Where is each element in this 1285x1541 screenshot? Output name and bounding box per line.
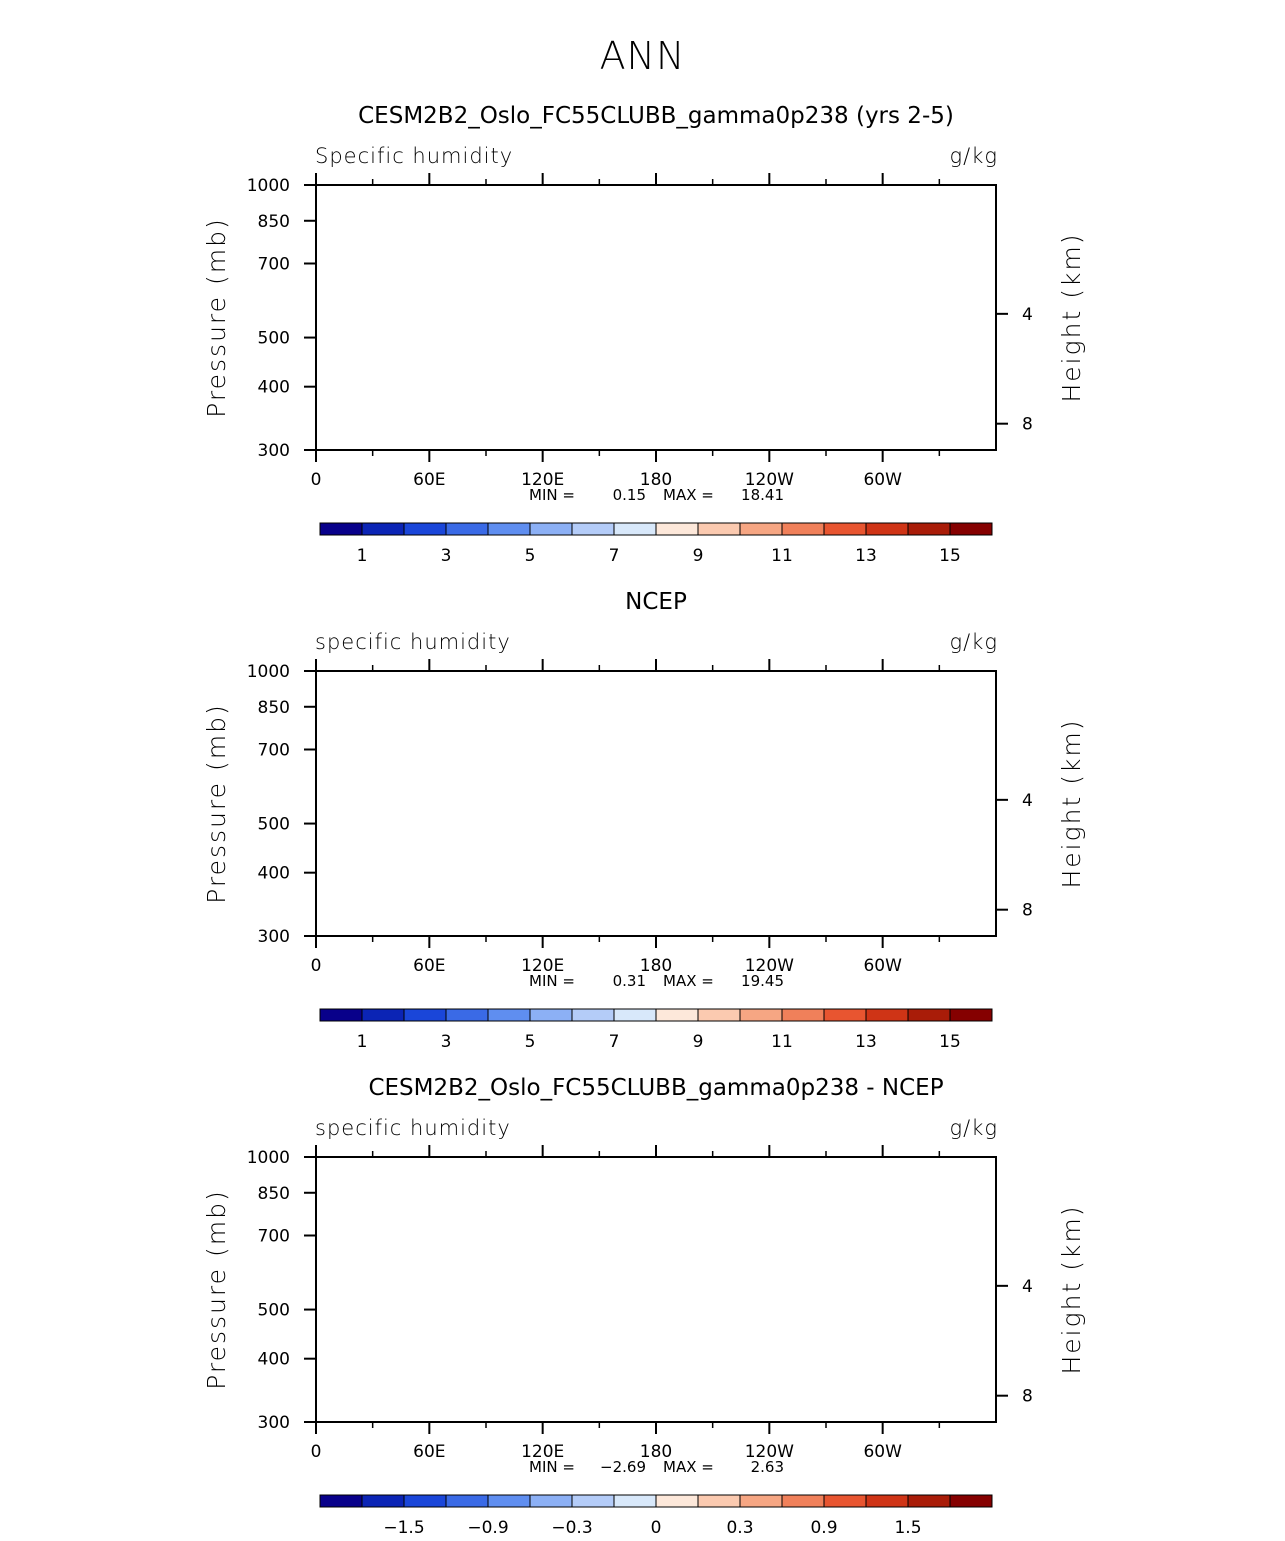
main-title: ANN: [0, 34, 1285, 78]
left-label: Specific humidity: [315, 144, 513, 168]
units-label: g/kg: [950, 144, 998, 168]
chart-svg: CESM2B2_Oslo_FC55CLUBB_gamma0p238 (yrs 2…: [0, 95, 1285, 565]
chart-title: CESM2B2_Oslo_FC55CLUBB_gamma0p238 (yrs 2…: [358, 103, 954, 129]
chart-panel-1: CESM2B2_Oslo_FC55CLUBB_gamma0p238 (yrs 2…: [0, 95, 1285, 565]
